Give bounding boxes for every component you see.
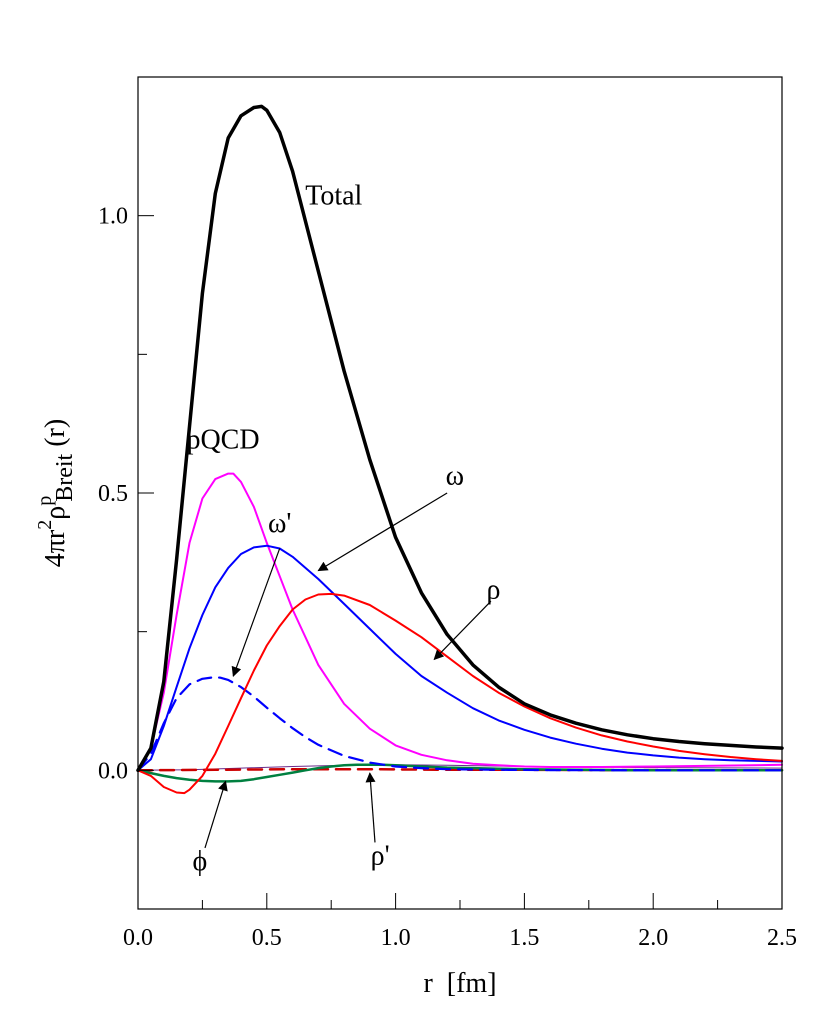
plot-frame	[137, 76, 783, 910]
y-axis-title-base: 4πr	[40, 529, 71, 567]
y-tick-label: 0.5	[98, 481, 128, 507]
x-tick-label: 0.0	[123, 925, 153, 951]
arrow-phi	[204, 780, 228, 849]
label-phi: ϕ	[192, 846, 207, 877]
series-total	[136, 104, 784, 773]
x-tick-label: 1.0	[381, 925, 411, 951]
x-tick-label: 2.0	[638, 925, 668, 951]
label-rho-prime: ρ'	[371, 841, 390, 872]
y-axis-title-sup1: 2	[34, 520, 56, 530]
y-axis-title: 4πr2ρpBreit (r)	[34, 419, 78, 567]
ticks-layer: 0.0 0.5 1.0 1.5 2.0 2.5 0.0 0.5 1.0	[98, 204, 797, 951]
label-rho: ρ	[486, 574, 500, 605]
series-pqcd	[137, 472, 783, 772]
x-tick-label: 0.5	[252, 925, 282, 951]
y-axis-title-rho: ρ	[40, 506, 71, 520]
x-tick-label: 2.5	[767, 925, 797, 951]
x-axis-title: r [fm]	[423, 968, 496, 999]
arrow-rho	[433, 600, 492, 661]
x-tick-label: 1.5	[509, 925, 539, 951]
label-pqcd: pQCD	[186, 425, 259, 456]
arrow-rho-prime	[365, 772, 376, 843]
y-axis-title-arg: (r)	[40, 419, 71, 454]
label-omega: ω	[446, 461, 464, 492]
y-axis-title-sup2: p	[34, 496, 56, 506]
arrow-omega	[317, 492, 448, 572]
y-axis-title-sub: Breit	[52, 453, 78, 501]
series-omega-prime	[136, 676, 784, 772]
arrow-omega-prime	[231, 548, 281, 677]
annotations-layer: Total pQCD ω ω' ρ ϕ ρ'	[186, 181, 500, 878]
arrows-layer	[204, 492, 492, 849]
series-layer	[136, 104, 784, 795]
label-total: Total	[305, 181, 362, 212]
series-omega	[137, 544, 783, 772]
label-omega-prime: ω'	[268, 508, 291, 539]
y-tick-label: 1.0	[98, 204, 128, 230]
y-tick-label: 0.0	[98, 758, 128, 784]
series-rho	[137, 592, 783, 795]
svg-text:4πr2ρpBreit (r): 4πr2ρpBreit (r)	[34, 419, 78, 567]
